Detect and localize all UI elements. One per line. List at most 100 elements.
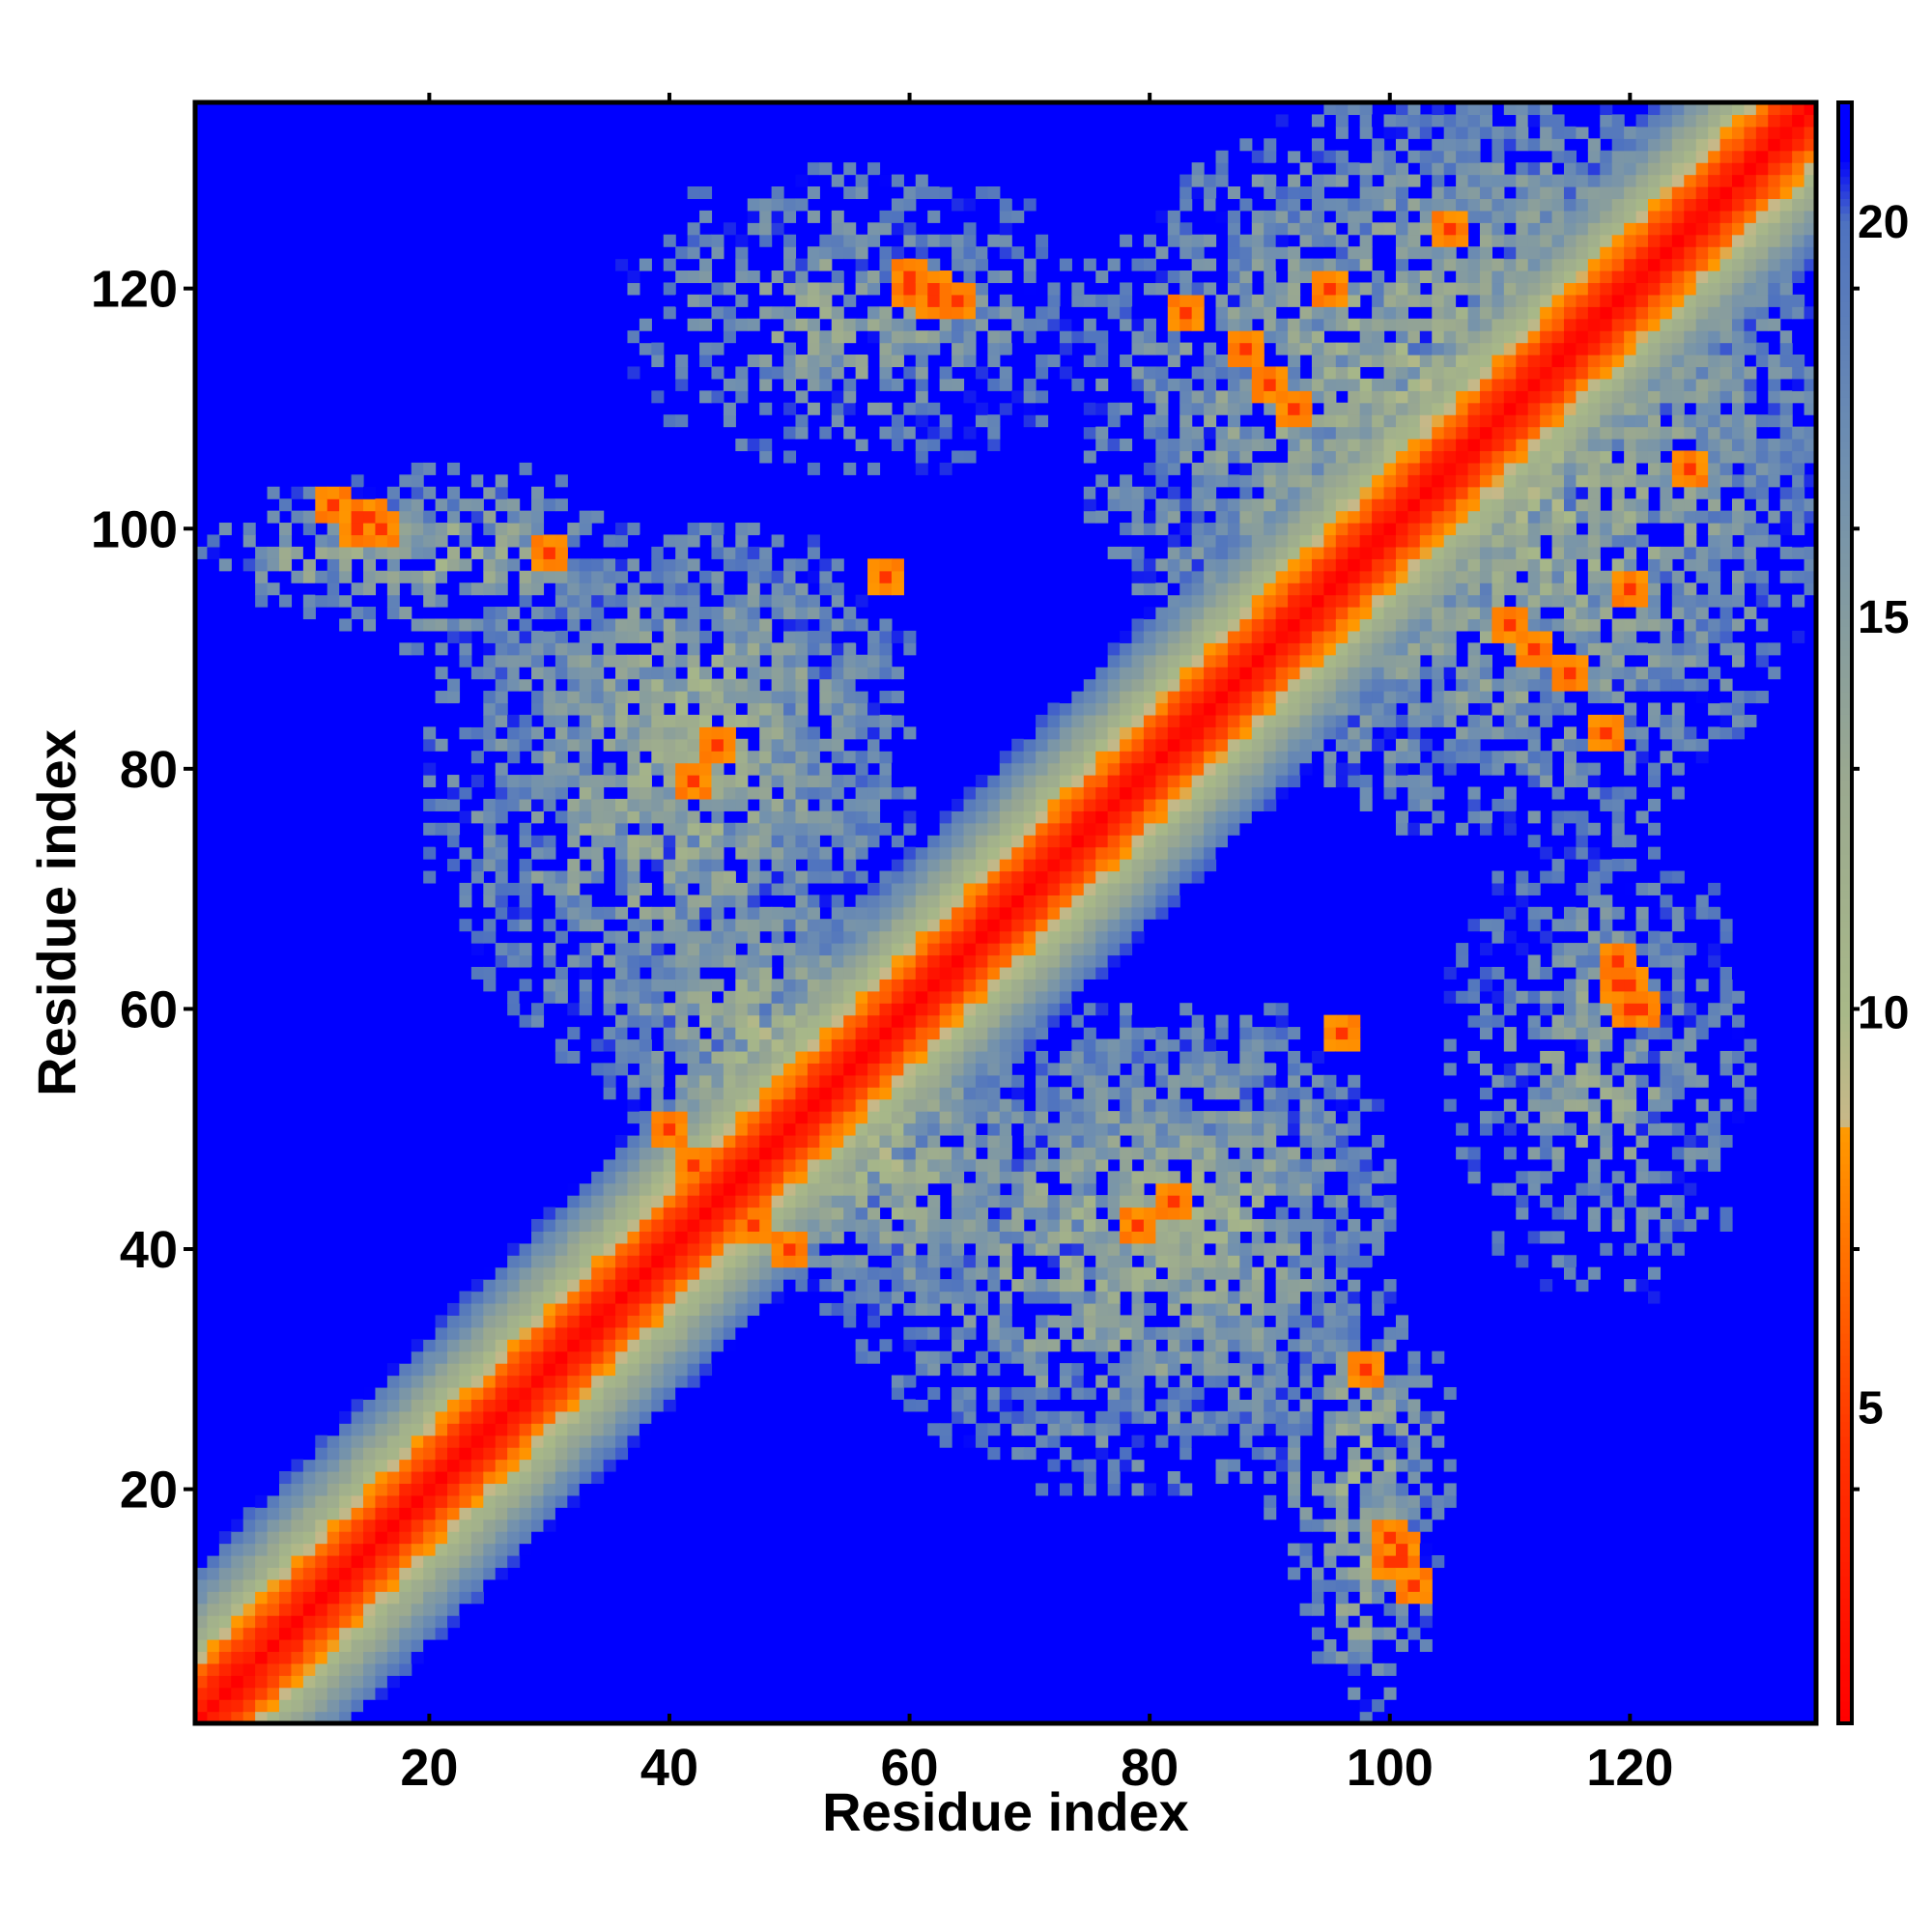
heatmap-cell [699,1279,713,1293]
heatmap-cell [363,1615,377,1629]
heatmap-cell [915,1134,928,1148]
heatmap-cell [1095,1302,1109,1316]
heatmap-cell [1155,246,1169,260]
heatmap-cell [723,594,736,608]
heatmap-cell [375,1675,388,1689]
heatmap-cell [603,594,616,608]
heatmap-cell [1131,1266,1145,1280]
heatmap-cell [1107,1363,1121,1377]
heatmap-cell [615,1423,629,1436]
heatmap-cell [855,1134,868,1148]
heatmap-cell [831,691,844,704]
heatmap-cell [987,342,1001,355]
heatmap-cell [723,667,736,680]
heatmap-cell [759,810,773,824]
heatmap-cell [675,714,689,727]
heatmap-cell [1143,618,1156,632]
heatmap-cell [375,1615,388,1629]
heatmap-cell [663,1315,676,1328]
heatmap-cell [903,1074,917,1088]
heatmap-cell [1167,582,1180,596]
heatmap-cell [1155,498,1169,512]
heatmap-cell [1120,678,1133,692]
heatmap-cell [1059,330,1072,344]
heatmap-cell [627,786,640,800]
heatmap-cell [699,751,713,764]
heatmap-cell [711,775,724,788]
heatmap-cell [1215,654,1229,668]
heatmap-cell [999,246,1012,260]
heatmap-cell [987,1363,1001,1377]
heatmap-cell [543,751,556,764]
heatmap-cell [339,1435,353,1448]
heatmap-cell [1036,1218,1049,1232]
heatmap-cell [531,523,545,536]
heatmap-cell [531,702,545,716]
heatmap-cell [759,234,773,247]
heatmap-cell [1083,1158,1096,1172]
heatmap-cell [735,366,749,380]
heatmap-cell [327,1507,340,1520]
heatmap-cell [543,882,556,895]
heatmap-cell [1059,835,1072,848]
heatmap-cell [1036,1134,1049,1148]
heatmap-cell [963,846,977,860]
heatmap-cell [627,1098,640,1112]
heatmap-cell [579,654,592,668]
heatmap-cell [687,786,700,800]
heatmap-cell [1191,1050,1205,1064]
heatmap-cell [891,943,904,956]
heatmap-cell [531,1326,545,1340]
heatmap-cell [1191,498,1205,512]
heatmap-cell [615,546,629,559]
heatmap-cell [939,943,952,956]
heatmap-cell [927,1111,941,1124]
heatmap-cell [663,1399,676,1412]
heatmap-cell [939,1435,952,1448]
heatmap-cell [855,318,868,331]
heatmap-cell [1036,306,1049,320]
heatmap-cell [663,1027,676,1040]
heatmap-cell [699,1302,713,1316]
heatmap-cell [411,1615,424,1629]
heatmap-cell [423,1531,437,1545]
heatmap-cell [939,306,952,320]
heatmap-cell [663,835,676,848]
heatmap-cell [843,751,857,764]
heatmap-cell [711,582,724,596]
heatmap-cell [519,570,532,583]
heatmap-cell [386,582,400,596]
heatmap-cell [819,1242,833,1256]
heatmap-cell [339,1507,353,1520]
heatmap-cell [987,1218,1001,1232]
heatmap-cell [1011,846,1025,860]
heatmap-cell [554,882,568,895]
heatmap-cell [1191,702,1205,716]
heatmap-cell [1131,222,1145,236]
heatmap-cell [591,919,605,932]
heatmap-cell [795,1279,809,1293]
heatmap-cell [531,1279,545,1293]
heatmap-cell [531,1423,545,1436]
heatmap-cell [339,570,353,583]
heatmap-cell [627,966,640,980]
heatmap-cell [952,234,965,247]
heatmap-cell [807,1134,820,1148]
heatmap-cell [603,930,616,944]
heatmap-cell [735,979,749,992]
heatmap-cell [495,762,508,776]
heatmap-cell [1011,966,1025,980]
heatmap-cell [843,246,857,260]
heatmap-cell [1107,1182,1121,1196]
heatmap-cell [1179,798,1193,811]
heatmap-cell [519,582,532,596]
heatmap-cell [699,870,713,884]
heatmap-cell [1143,906,1156,920]
heatmap-cell [651,342,665,355]
heatmap-cell [915,1074,928,1088]
heatmap-cell [591,1063,605,1076]
heatmap-cell [615,1231,629,1244]
heatmap-cell [1131,1014,1145,1028]
heatmap-cell [1155,1158,1169,1172]
heatmap-cell [1227,1459,1240,1472]
